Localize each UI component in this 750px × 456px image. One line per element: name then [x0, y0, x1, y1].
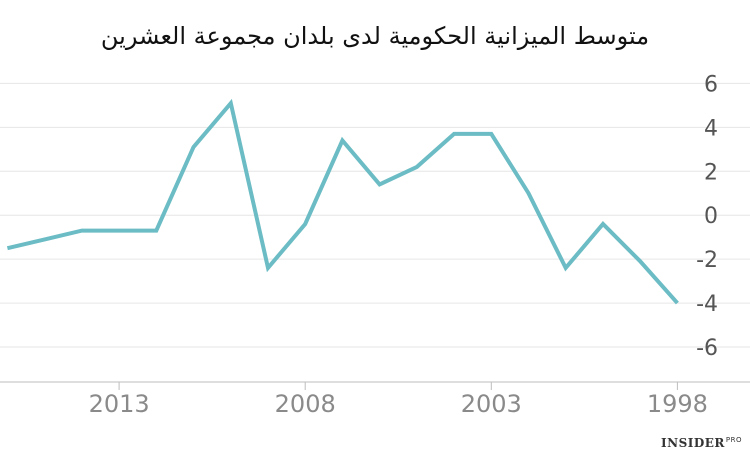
y-tick-label: -2 — [696, 248, 718, 273]
y-axis-ticks: 6 4 2 0 -2 -4 -6 — [696, 72, 718, 361]
chart-title: متوسط الميزانية الحكومية لدى بلدان مجموع… — [100, 22, 650, 50]
series-layer — [6, 98, 679, 305]
x-tick-label: 2008 — [275, 390, 336, 418]
brand-logo: INSIDERPRO — [661, 436, 742, 450]
x-tick-label: 1998 — [647, 390, 708, 418]
y-tick-label: -4 — [696, 292, 718, 317]
y-tick-label: 0 — [704, 204, 718, 229]
y-tick-label: 2 — [704, 160, 718, 185]
gridlines — [0, 82, 750, 383]
series-line — [6, 98, 679, 305]
x-tick-label: 2003 — [461, 390, 522, 418]
x-axis-ticks: 2013 2008 2003 1998 — [89, 382, 708, 418]
x-tick-label: 2013 — [89, 390, 150, 418]
y-tick-label: 6 — [704, 72, 718, 97]
y-tick-label: 4 — [704, 116, 718, 141]
y-tick-label: -6 — [696, 336, 718, 361]
